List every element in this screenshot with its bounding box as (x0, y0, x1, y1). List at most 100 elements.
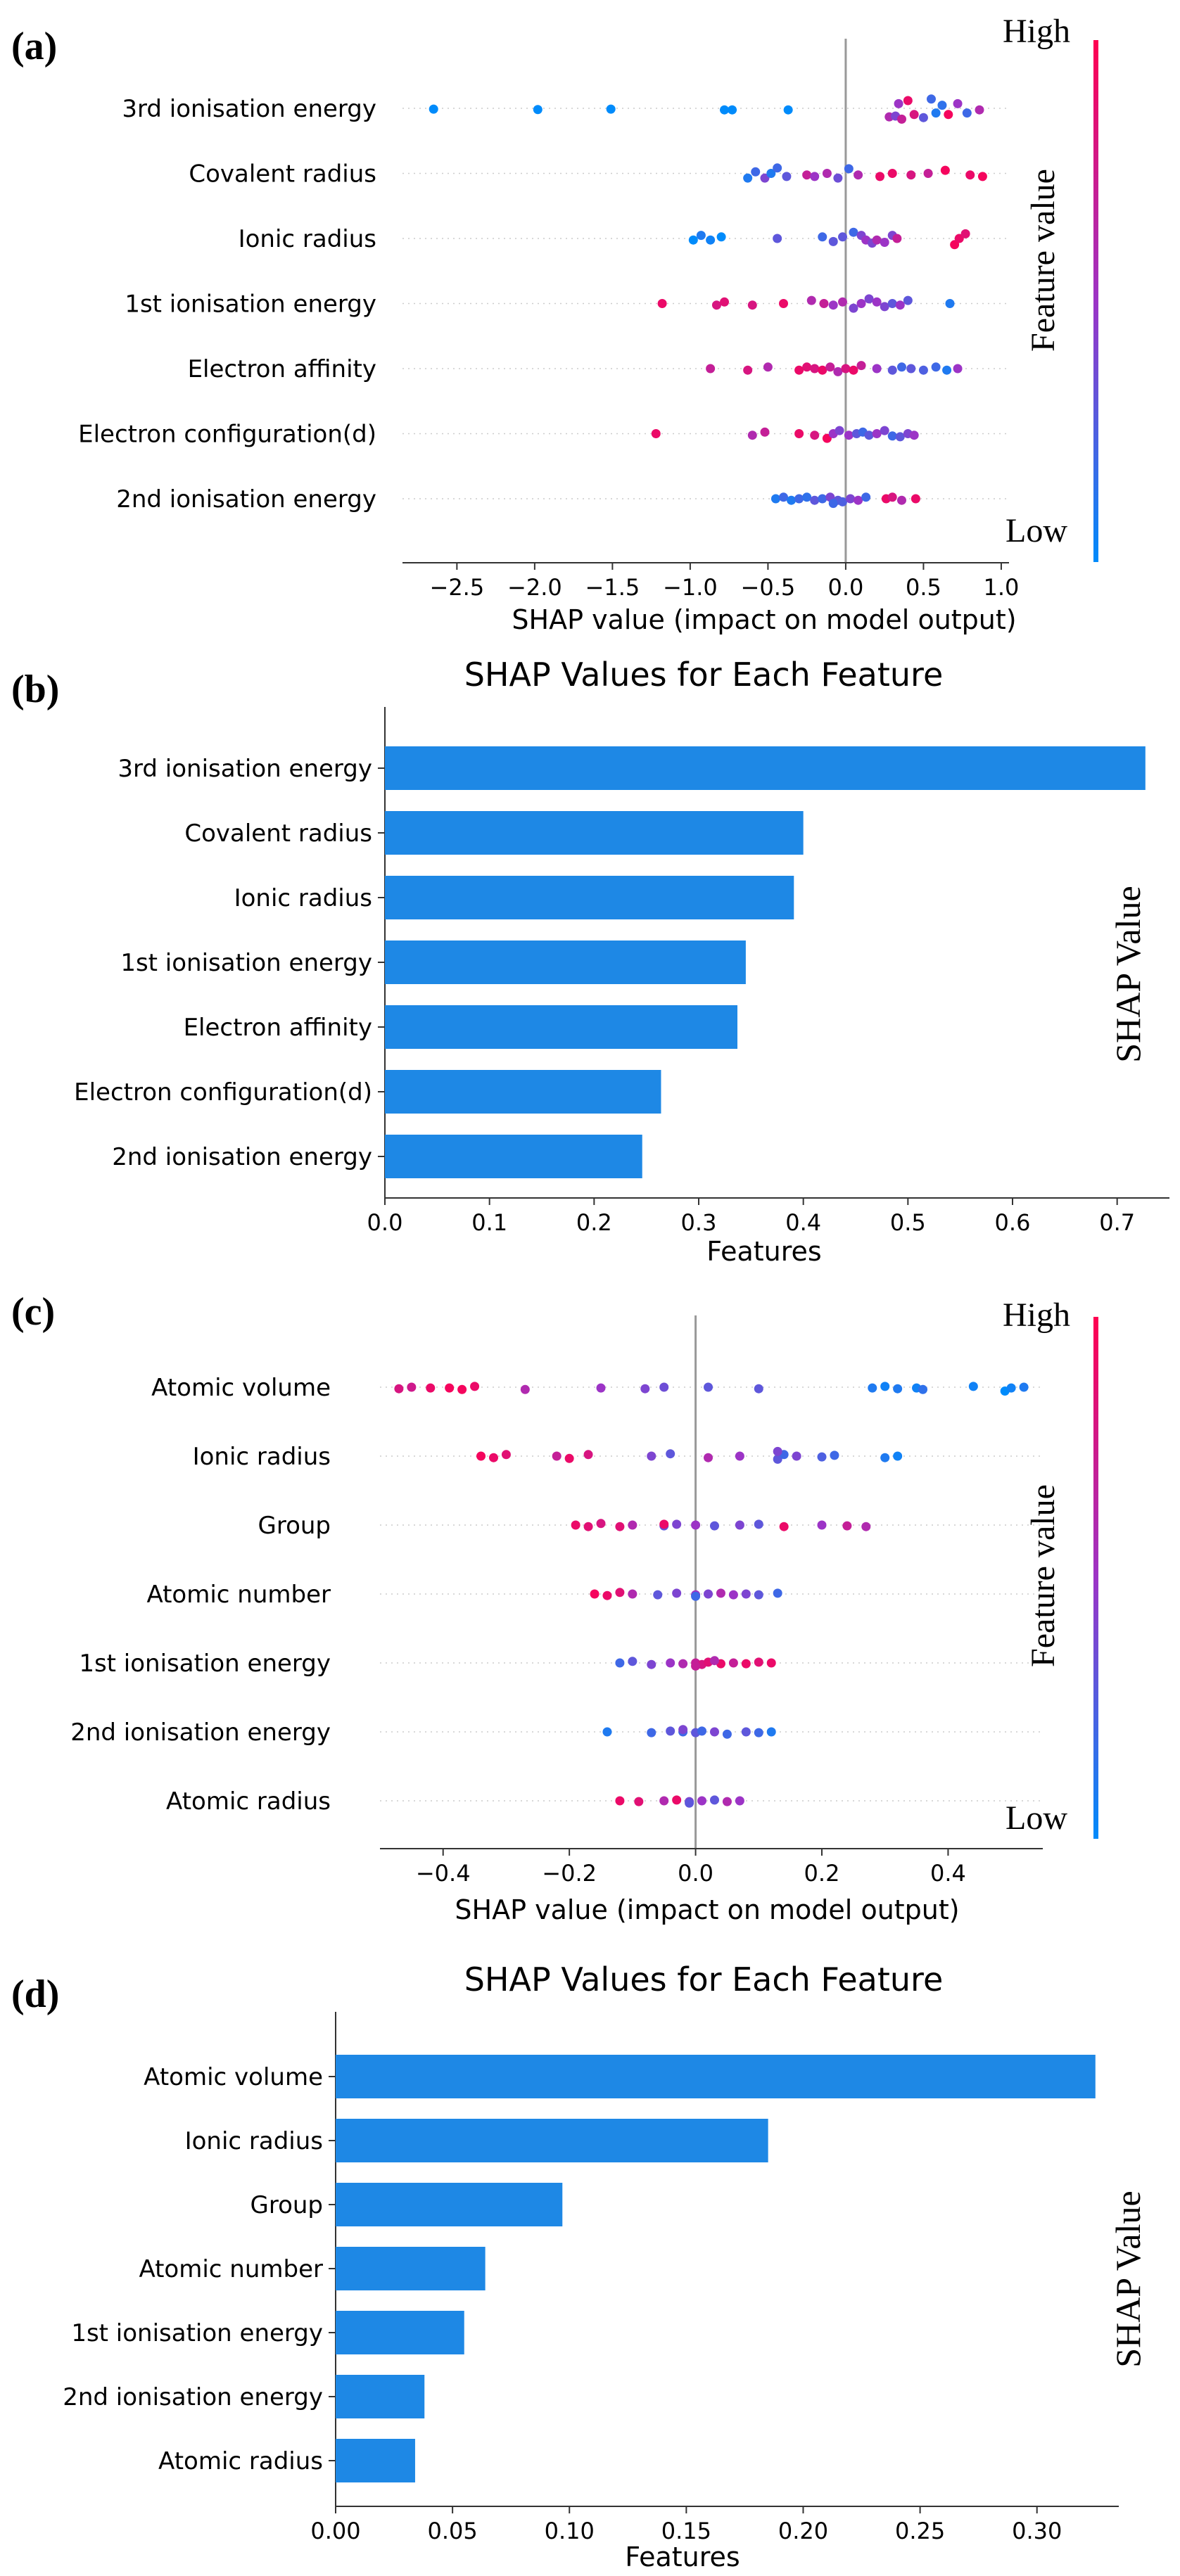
panel-d-bar-chart: (d) SHAP Values for Each Feature Atomic … (11, 1960, 1148, 2572)
x-tick-label: 0.00 (310, 2518, 360, 2544)
shap-point (802, 170, 812, 180)
shap-point (833, 366, 843, 376)
shap-point (909, 431, 919, 440)
shap-point (773, 1454, 782, 1464)
x-tick-label: 0.2 (804, 1860, 840, 1887)
shap-point (697, 1796, 707, 1806)
shap-point (779, 299, 789, 308)
shap-point (615, 1522, 625, 1531)
bar (385, 876, 794, 919)
shap-point (894, 98, 903, 108)
shap-point (872, 235, 882, 245)
shap-point (965, 170, 975, 180)
shap-point (903, 295, 913, 305)
category-label: Atomic volume (144, 2063, 323, 2091)
feature-label: Atomic volume (151, 1374, 331, 1402)
x-tick-label: 0.4 (930, 1860, 966, 1887)
x-tick-label: −2.0 (507, 574, 562, 601)
shap-point (659, 1382, 669, 1392)
shap-point (802, 492, 812, 502)
shap-point (856, 299, 866, 308)
shap-point (856, 361, 866, 371)
shap-point (810, 495, 820, 505)
feature-label: 2nd ionisation energy (70, 1719, 331, 1747)
shap-point (720, 297, 730, 307)
panel-b-bar-chart: (b) SHAP Values for Each Feature 3rd ion… (11, 656, 1169, 1267)
shap-point (868, 1383, 877, 1393)
panel-b-label: (b) (11, 668, 59, 711)
shap-point (794, 494, 804, 504)
shap-point (828, 236, 838, 246)
shap-point (872, 297, 882, 307)
shap-point (833, 173, 843, 183)
shap-point (773, 163, 782, 173)
shap-point (704, 1589, 713, 1599)
shap-point (685, 1798, 694, 1808)
shap-point (960, 229, 970, 238)
colorbar-gradient-c (1093, 1317, 1098, 1839)
y-axis-label-d: SHAP Value (1108, 2191, 1148, 2367)
shap-point (766, 169, 776, 178)
shap-point (945, 299, 955, 308)
feature-label: Electron affinity (188, 355, 376, 383)
beeswarm-plot-c: Atomic volume Ionic radius Group Atomic num… (70, 1315, 1043, 1887)
bar (385, 811, 804, 855)
shap-point (773, 1446, 782, 1456)
panel-d-label: (d) (11, 1972, 59, 2016)
shap-point (779, 492, 789, 502)
colorbar-title-a: Feature value (1024, 169, 1062, 352)
bar-plot-b: 3rd ionisation energy Covalent radius Ioni… (74, 707, 1169, 1236)
panel-a-label: (a) (11, 25, 57, 68)
category-label: 3rd ionisation energy (118, 755, 372, 783)
y-axis-label-b: SHAP Value (1108, 886, 1148, 1062)
shap-point (887, 431, 897, 441)
bar (336, 2183, 563, 2226)
shap-point (709, 1795, 719, 1805)
colorbar-gradient-a (1093, 40, 1098, 562)
x-tick-label: 0.10 (545, 2518, 595, 2544)
shap-point (615, 1658, 625, 1668)
shap-point (754, 1590, 763, 1600)
bar (336, 2119, 768, 2162)
shap-point (822, 433, 832, 443)
shap-point (838, 497, 848, 506)
colorbar-high-label-a: High (1003, 13, 1070, 50)
shap-point (615, 1796, 625, 1806)
shap-point (792, 1451, 801, 1461)
x-tick-label: −0.2 (542, 1860, 597, 1887)
shap-point (728, 1658, 738, 1668)
feature-label: Ionic radius (239, 225, 376, 253)
category-label: 1st ionisation energy (71, 2319, 323, 2347)
shap-point (688, 235, 698, 245)
bar (336, 2311, 464, 2354)
shap-point (806, 295, 816, 305)
shap-point (691, 1520, 701, 1530)
bar (336, 2375, 425, 2418)
shap-point (880, 1382, 890, 1391)
shap-point (846, 494, 856, 504)
x-axis-label-d: Features (625, 2542, 740, 2572)
shap-point (647, 1451, 656, 1461)
shap-point (841, 364, 851, 374)
shap-point (849, 365, 858, 375)
shap-point (606, 104, 616, 114)
shap-point (896, 114, 906, 124)
shap-point (429, 104, 438, 114)
shap-point (954, 234, 964, 243)
shap-point (659, 1519, 669, 1529)
shap-point (602, 1727, 612, 1737)
panel-c-label: (c) (11, 1290, 55, 1334)
shap-point (977, 172, 987, 181)
x-tick-label: −1.5 (585, 574, 640, 601)
shap-point (828, 300, 838, 310)
shap-point (918, 1384, 928, 1394)
shap-point (583, 1522, 593, 1531)
shap-point (590, 1589, 599, 1599)
shap-point (722, 1729, 732, 1739)
bar (385, 1135, 642, 1178)
shap-point (773, 234, 782, 243)
panel-a-shap-beeswarm: (a) 3rd ionisation energy Covalent radius… (11, 13, 1098, 635)
shap-point (763, 362, 773, 372)
shap-point (696, 231, 706, 241)
bar-plot-d: Atomic volume Ionic radius Group Atomic num… (63, 2012, 1119, 2544)
